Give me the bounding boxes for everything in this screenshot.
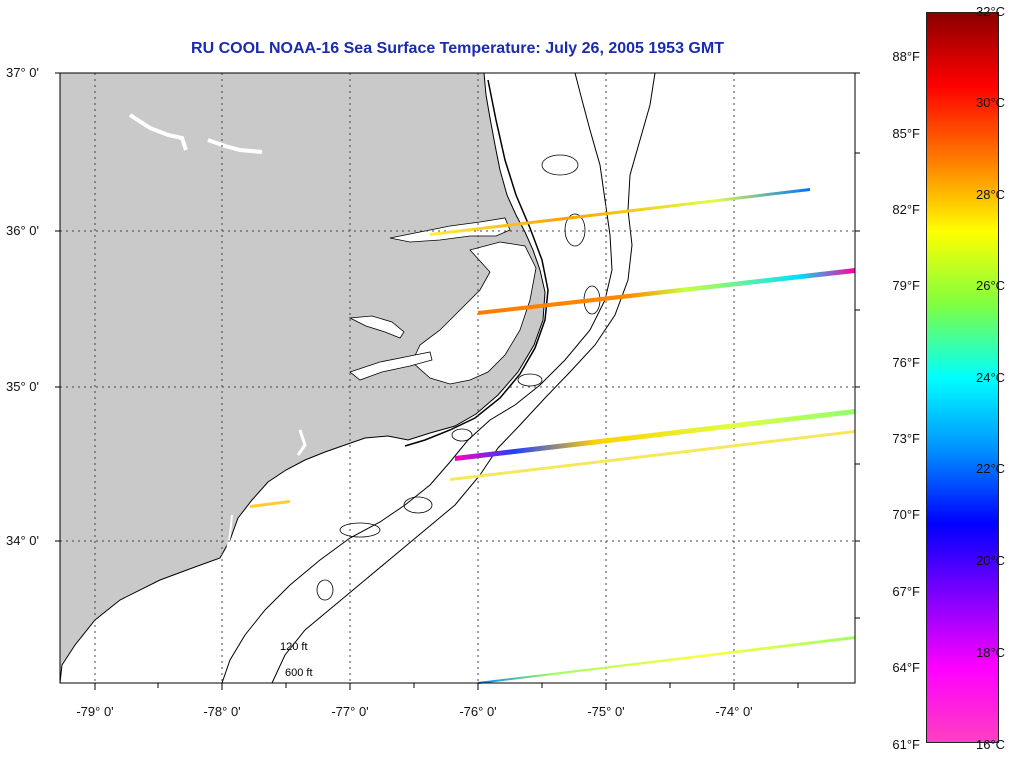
f-label-67: 67°F: [892, 584, 920, 599]
lon-label-76: -76° 0': [459, 704, 497, 719]
f-label-85: 85°F: [892, 126, 920, 141]
f-label-88: 88°F: [892, 49, 920, 64]
f-label-76: 76°F: [892, 355, 920, 370]
c-label-26: 26°C: [976, 278, 1006, 293]
pamlico-sound: [411, 241, 537, 385]
lat-label-36: 36° 0': [6, 223, 39, 238]
lon-label-77: -77° 0': [331, 704, 369, 719]
axis-ticks: [55, 72, 860, 690]
f-label-79: 79°F: [892, 278, 920, 293]
bogue-sound: [296, 429, 307, 456]
contour-label-120ft: 120 ft: [280, 641, 308, 653]
satellite-swaths: [250, 188, 855, 684]
lon-label-74: -74° 0': [715, 704, 753, 719]
f-label-70: 70°F: [892, 507, 920, 522]
contour-120ft: [221, 72, 613, 684]
c-label-16: 16°C: [976, 737, 1006, 752]
cape-fear-river: [225, 514, 233, 556]
lake-gaston: [128, 113, 263, 154]
c-label-28: 28°C: [976, 187, 1006, 202]
c-label-22: 22°C: [976, 461, 1006, 476]
outer-banks: [404, 79, 549, 447]
lon-label-78: -78° 0': [203, 704, 241, 719]
c-label-24: 24°C: [976, 370, 1006, 385]
map-title: RU COOL NOAA-16 Sea Surface Temperature:…: [191, 40, 724, 57]
land-mass: [59, 72, 546, 684]
c-label-32: 32°C: [976, 4, 1006, 19]
c-label-30: 30°C: [976, 95, 1006, 110]
lat-label-35: 35° 0': [6, 379, 39, 394]
temperature-colorbar: [926, 12, 999, 743]
albemarle-sound: [389, 217, 511, 243]
f-label-64: 64°F: [892, 660, 920, 675]
contour-label-600ft: 600 ft: [285, 667, 313, 679]
pamlico-river: [349, 351, 433, 381]
lon-label-75: -75° 0': [587, 704, 625, 719]
f-label-82: 82°F: [892, 202, 920, 217]
plot-frame: [59, 72, 856, 684]
c-label-18: 18°C: [976, 645, 1006, 660]
shelf-islands: [316, 154, 601, 601]
lon-label-79: -79° 0': [76, 704, 114, 719]
lat-label-37: 37° 0': [6, 65, 39, 80]
contour-600ft: [271, 72, 656, 684]
lat-label-34: 34° 0': [6, 533, 39, 548]
neuse-river: [348, 315, 405, 339]
f-label-61: 61°F: [892, 737, 920, 752]
f-label-73: 73°F: [892, 431, 920, 446]
c-label-20: 20°C: [976, 553, 1006, 568]
